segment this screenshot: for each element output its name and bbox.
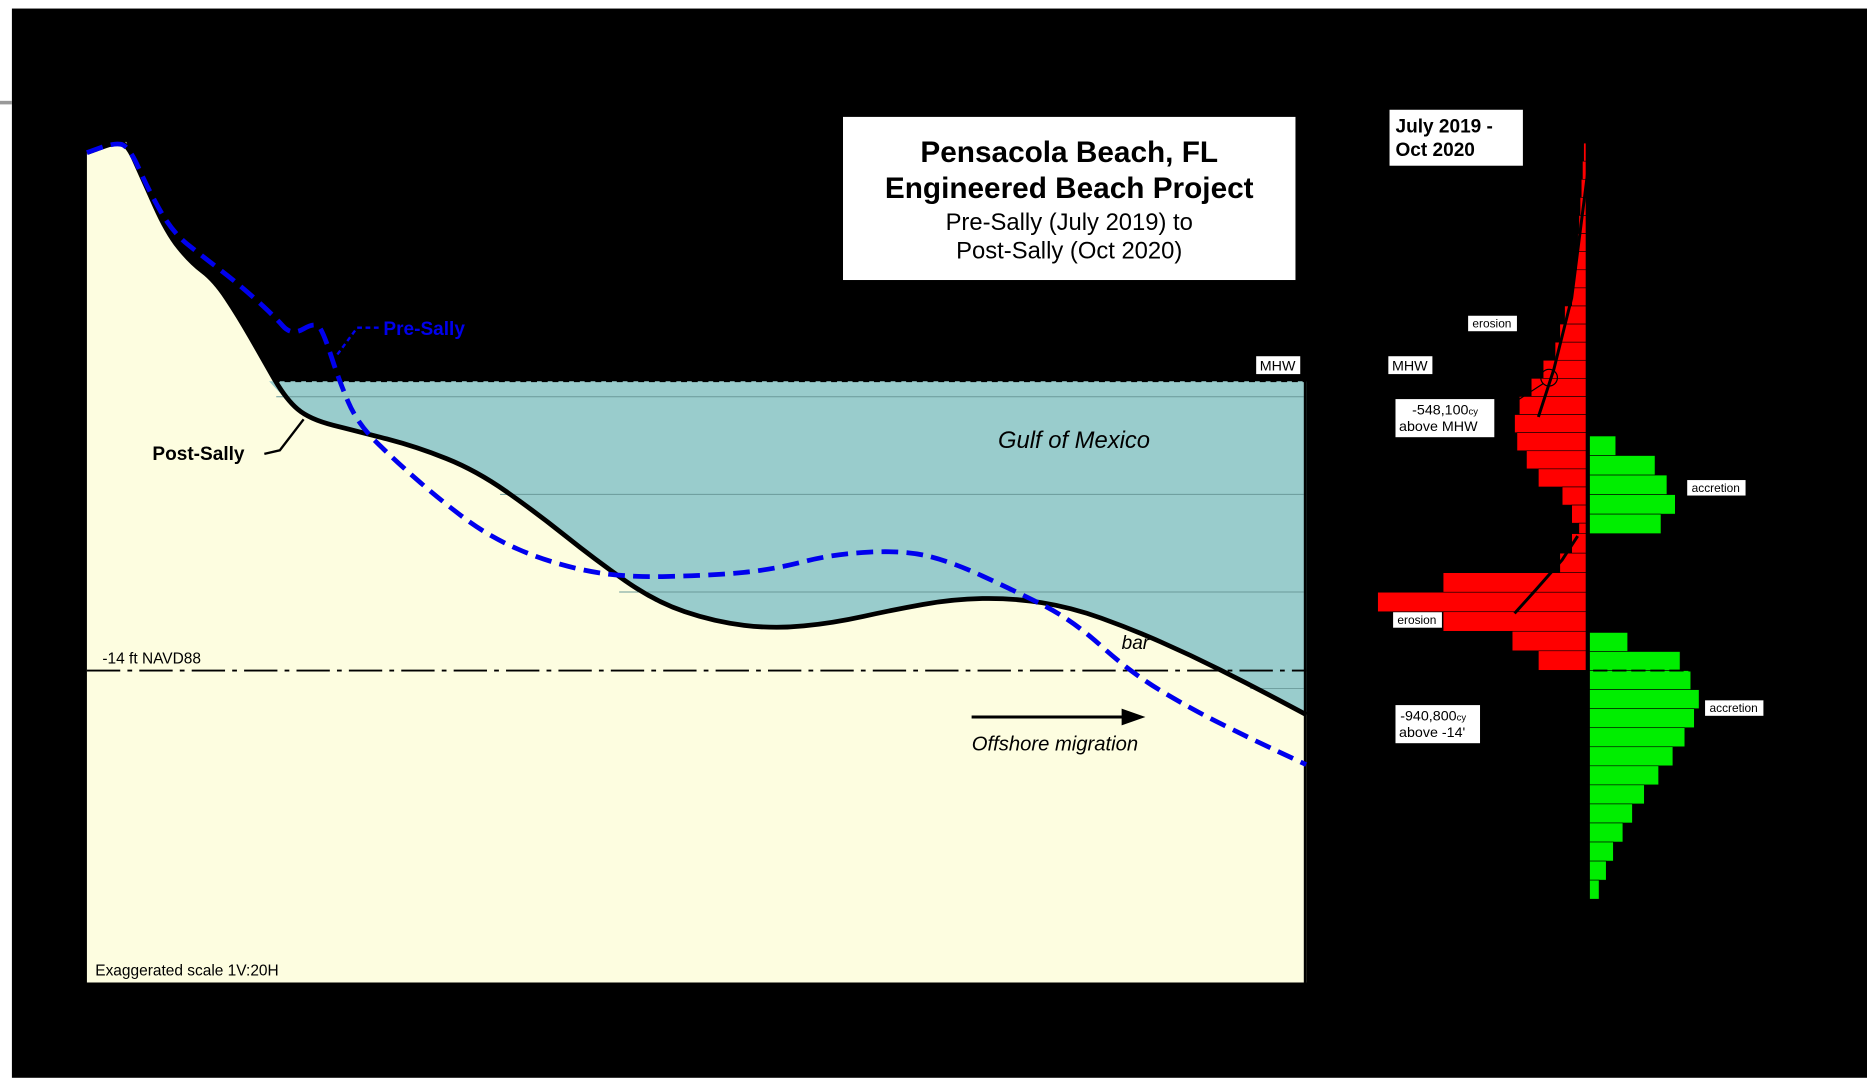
histogram-bar [1571,504,1587,524]
histogram-bar [1589,708,1695,729]
histogram-bar [1538,650,1587,671]
period-label: July 2019 - [1395,116,1492,137]
unit: cy [1468,407,1478,418]
water-label: Gulf of Mexico [998,427,1150,454]
datum-label: -14 ft NAVD88 [102,650,201,667]
title: Engineered Beach Project [885,172,1254,205]
histogram-bar [1530,378,1587,397]
erosion-label: erosion [1397,613,1436,627]
label-box [1705,700,1764,716]
histogram-bar [1516,432,1587,452]
histogram-bar [1589,632,1628,652]
histogram-bar [1589,513,1662,534]
pre-label: Pre-Sally [383,319,465,340]
pre-sally-profile [86,141,1308,767]
accretion-label: accretion [1692,481,1740,495]
subtitle: Post-Sally (Oct 2020) [956,238,1182,265]
leader [1518,383,1544,400]
title-box [843,116,1296,281]
cumulative-line [1536,85,1594,418]
volume: -548,100 [1412,403,1468,419]
histogram-bar [1589,746,1674,767]
sand [86,141,1307,983]
histogram-bar [1514,414,1587,433]
histogram-bar [1589,435,1617,456]
volume-note: above MHW [1399,419,1478,435]
arrowhead [1121,708,1146,726]
water-grid [276,396,1304,689]
histogram-bar [1511,630,1587,652]
histogram [1377,142,1700,900]
accretion-label: accretion [1710,701,1758,715]
volume-note: above -14' [1399,725,1465,741]
period-label: Oct 2020 [1395,140,1474,161]
histogram-bar [1519,396,1587,415]
title: Pensacola Beach, FL [920,136,1218,169]
label-box [1393,612,1442,628]
subtitle: Pre-Sally (July 2019) to [946,209,1193,236]
histogram-bar [1442,611,1587,632]
histogram-bar [1582,160,1587,180]
histogram-bar [1589,879,1600,900]
mhw-label: MHW [1260,359,1296,375]
pre-leader [336,326,379,356]
histogram-bar [1589,651,1681,671]
migration-label: Offshore migration [972,733,1138,755]
volume-note: -548,100cy [1412,403,1478,419]
marker [1540,368,1559,387]
label-box [1468,315,1517,332]
histogram-bar [1589,494,1676,515]
histogram-bar [1589,689,1700,709]
histogram-bar [1589,765,1659,786]
histogram-bar [1589,670,1692,690]
histogram-bar [1442,572,1587,593]
label-box [1687,480,1746,496]
post-label: Post-Sally [152,444,244,465]
histogram-bar [1589,803,1633,824]
histogram-bar [1589,822,1624,843]
label-box [1389,109,1523,166]
histogram-bar [1589,841,1614,862]
histogram-bar [1377,591,1587,613]
histogram-bar [1583,142,1587,162]
histogram-bar [1526,450,1587,470]
label-box [1395,705,1481,744]
volume: -940,800 [1400,709,1456,725]
post-leader [264,418,305,456]
bar-label: bar [1122,633,1150,654]
histogram-bar [1589,860,1607,881]
cumulative-line [1513,535,1579,615]
histogram-bar [1589,474,1668,495]
histogram-bar [1589,455,1656,476]
scale-note: Exaggerated scale 1V:20H [95,962,278,979]
volume-note: -940,800cy [1400,709,1466,725]
histogram-bar [1589,727,1686,748]
histogram-bar [1589,784,1645,805]
unit: cy [1457,713,1467,724]
water [269,381,1307,715]
label-box [1256,356,1301,375]
mhw-label: MHW [1392,359,1428,375]
histogram-bar [1538,468,1587,488]
label-box [1395,399,1495,438]
label-box [1388,356,1433,375]
erosion-label: erosion [1472,317,1511,331]
histogram-bar [1561,486,1587,506]
